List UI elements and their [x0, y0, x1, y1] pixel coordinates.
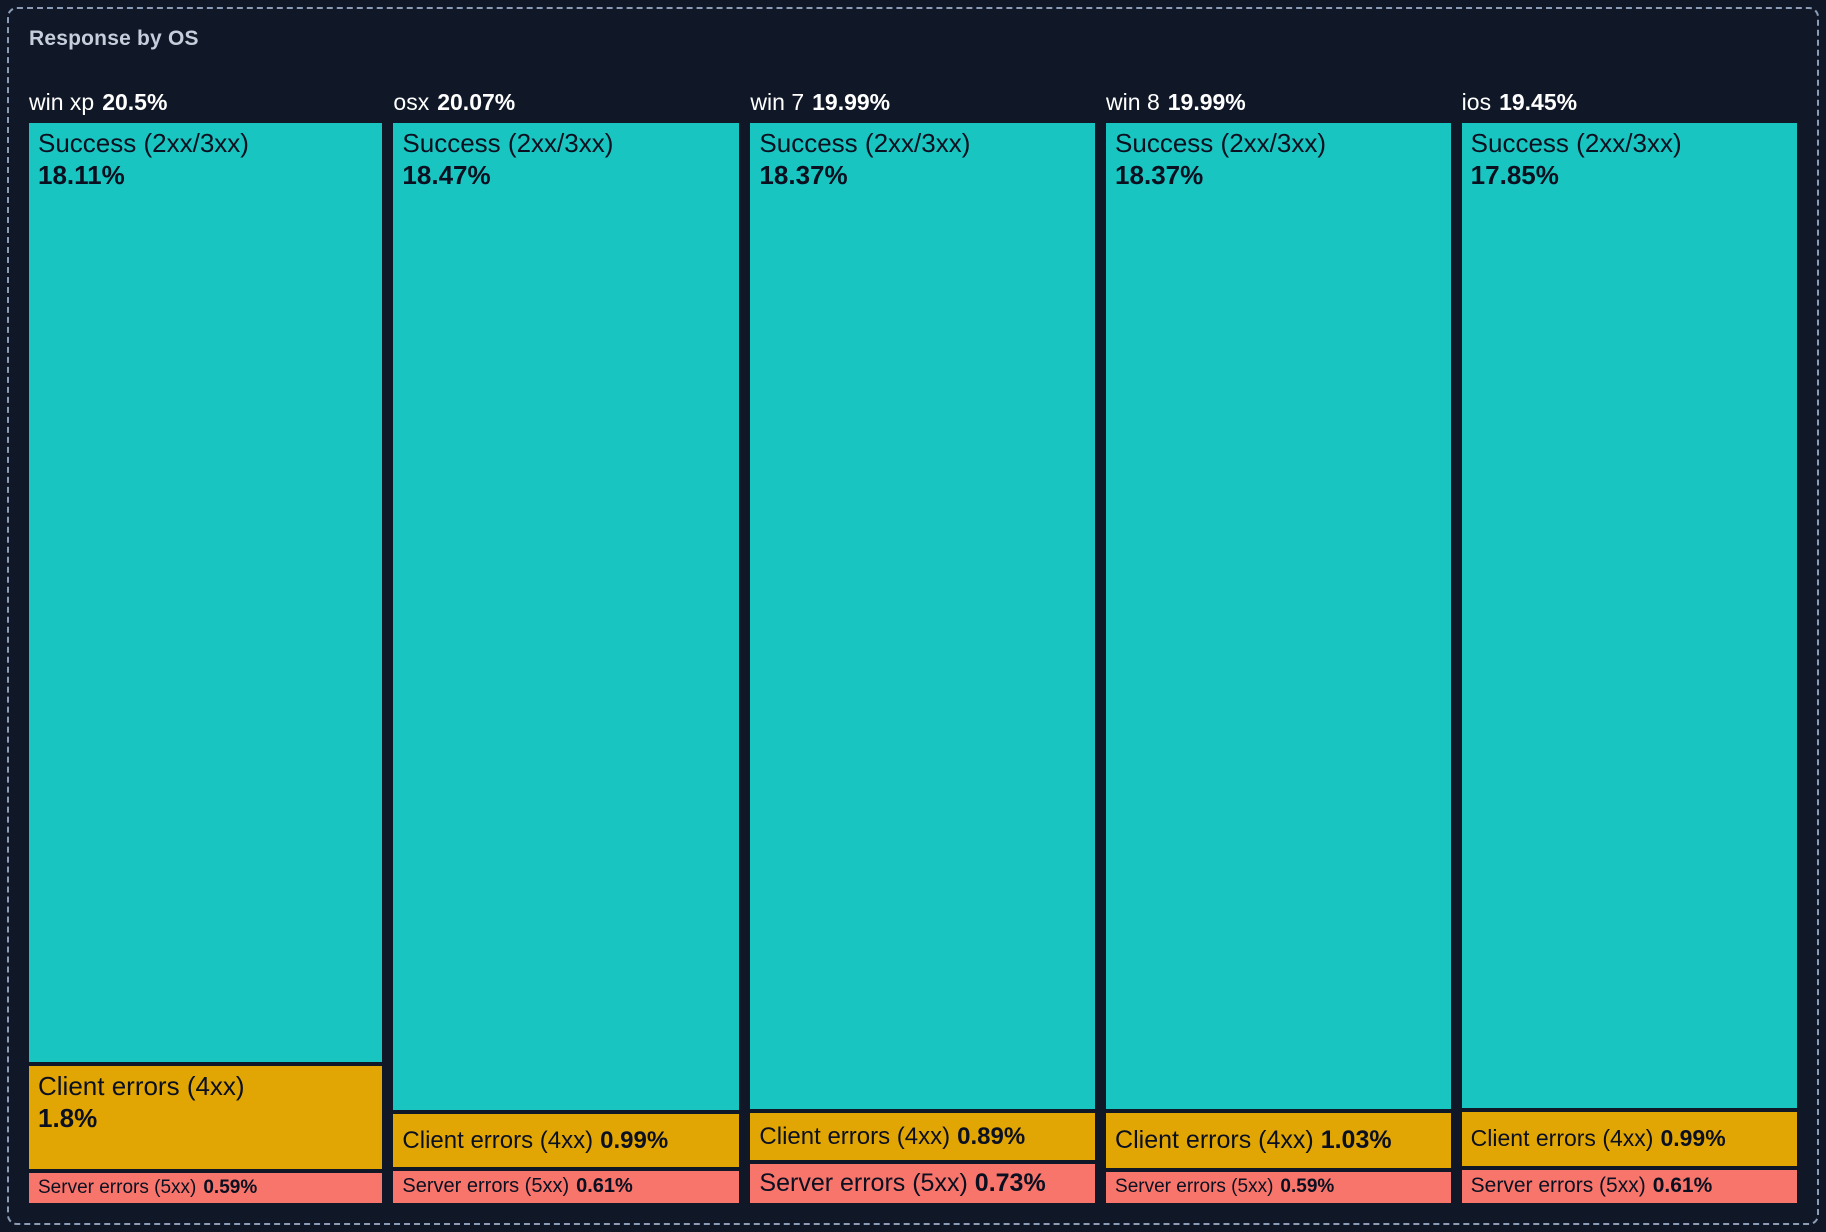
segment-client-errors[interactable]: Client errors (4xx) 0.99%: [1461, 1111, 1797, 1166]
segment-value: 18.37%: [1115, 159, 1204, 190]
segment-value: 18.47%: [402, 159, 491, 190]
segment-label: Server errors (5xx): [759, 1169, 968, 1198]
column-header-osx: osx 20.07%: [393, 78, 739, 123]
segment-server-errors[interactable]: Server errors (5xx) 0.73%: [750, 1164, 1096, 1203]
segment-label: Success (2xx/3xx): [402, 128, 614, 158]
segment-server-errors[interactable]: Server errors (5xx) 0.61%: [1461, 1169, 1797, 1204]
segment-value: 1.03%: [1320, 1125, 1392, 1154]
segment-value: 0.89%: [957, 1122, 1026, 1150]
segment-value: 1.8%: [38, 1103, 98, 1134]
os-share: 20.07%: [437, 89, 516, 115]
segment-value: 18.11%: [38, 159, 125, 190]
segment-label: Server errors (5xx): [1470, 1174, 1646, 1198]
column-segments: Success (2xx/3xx) 18.37% Client errors (…: [750, 123, 1096, 1203]
segment-label: Client errors (4xx): [1470, 1125, 1654, 1152]
segment-label: Success (2xx/3xx): [759, 128, 971, 158]
segment-server-errors[interactable]: Server errors (5xx) 0.59%: [1106, 1171, 1451, 1203]
os-name: win 7: [750, 89, 805, 115]
segment-label: Server errors (5xx): [38, 1176, 197, 1198]
os-share: 19.99%: [1167, 89, 1246, 115]
segment-value: 0.61%: [576, 1175, 633, 1198]
os-share: 19.45%: [1499, 89, 1578, 115]
column-header-win-xp: win xp 20.5%: [29, 78, 382, 123]
column-win-xp: win xp 20.5% Success (2xx/3xx) 18.11% Cl…: [29, 78, 383, 1204]
os-share: 19.99%: [812, 89, 891, 115]
column-win-8: win 8 19.99% Success (2xx/3xx) 18.37% Cl…: [1106, 78, 1451, 1203]
segment-client-errors[interactable]: Client errors (4xx) 0.89%: [750, 1112, 1096, 1161]
segment-value: 0.61%: [1652, 1174, 1713, 1198]
segment-value: 0.73%: [974, 1169, 1046, 1198]
os-name: win xp: [29, 89, 95, 115]
segment-client-errors[interactable]: Client errors (4xx) 1.8%: [29, 1066, 383, 1169]
segment-label: Success (2xx/3xx): [38, 128, 249, 158]
column-header-win-8: win 8 19.99%: [1106, 78, 1451, 123]
segment-client-errors[interactable]: Client errors (4xx) 0.99%: [393, 1114, 740, 1167]
segment-success[interactable]: Success (2xx/3xx) 18.47%: [393, 123, 740, 1111]
column-header-ios: ios 19.45%: [1462, 78, 1797, 123]
segment-label: Client errors (4xx): [759, 1122, 951, 1150]
segment-value: 0.99%: [600, 1126, 669, 1154]
panel-title: Response by OS: [29, 27, 199, 50]
os-share: 20.5%: [102, 89, 168, 115]
segment-label: Client errors (4xx): [402, 1126, 594, 1154]
column-segments: Success (2xx/3xx) 18.11% Client errors (…: [29, 123, 383, 1204]
segment-value: 0.59%: [1280, 1176, 1335, 1198]
column-osx: osx 20.07% Success (2xx/3xx) 18.47% Clie…: [393, 78, 740, 1204]
column-ios: ios 19.45% Success (2xx/3xx) 17.85% Clie…: [1461, 78, 1797, 1204]
segment-server-errors[interactable]: Server errors (5xx) 0.61%: [393, 1170, 740, 1204]
column-win-7: win 7 19.99% Success (2xx/3xx) 18.37% Cl…: [750, 78, 1096, 1203]
os-name: ios: [1461, 89, 1492, 115]
column-segments: Success (2xx/3xx) 18.47% Client errors (…: [393, 123, 740, 1204]
column-segments: Success (2xx/3xx) 17.85% Client errors (…: [1461, 123, 1797, 1204]
segment-label: Server errors (5xx): [402, 1175, 570, 1198]
segment-value: 0.59%: [203, 1176, 258, 1198]
segment-server-errors[interactable]: Server errors (5xx) 0.59%: [29, 1172, 383, 1204]
column-header-win-7: win 7 19.99%: [750, 78, 1095, 123]
response-by-os-panel: Response by OS win xp 20.5% Success (2xx…: [7, 7, 1819, 1225]
column-segments: Success (2xx/3xx) 18.37% Client errors (…: [1106, 123, 1451, 1203]
segment-label: Success (2xx/3xx): [1470, 128, 1682, 158]
os-name: win 8: [1106, 89, 1160, 115]
segment-success[interactable]: Success (2xx/3xx) 18.37%: [1106, 123, 1451, 1109]
segment-client-errors[interactable]: Client errors (4xx) 1.03%: [1106, 1112, 1451, 1168]
segment-success[interactable]: Success (2xx/3xx) 17.85%: [1461, 123, 1797, 1108]
segment-value: 18.37%: [759, 159, 848, 190]
mosaic-chart: win xp 20.5% Success (2xx/3xx) 18.11% Cl…: [29, 78, 1797, 1204]
segment-value: 0.99%: [1660, 1125, 1726, 1152]
os-name: osx: [393, 89, 430, 115]
segment-value: 17.85%: [1470, 159, 1559, 190]
segment-success[interactable]: Success (2xx/3xx) 18.37%: [750, 123, 1096, 1109]
segment-success[interactable]: Success (2xx/3xx) 18.11%: [29, 123, 383, 1063]
segment-label: Server errors (5xx): [1115, 1176, 1274, 1198]
segment-label: Client errors (4xx): [38, 1071, 245, 1102]
segment-label: Success (2xx/3xx): [1115, 128, 1326, 158]
segment-label: Client errors (4xx): [1115, 1125, 1314, 1154]
